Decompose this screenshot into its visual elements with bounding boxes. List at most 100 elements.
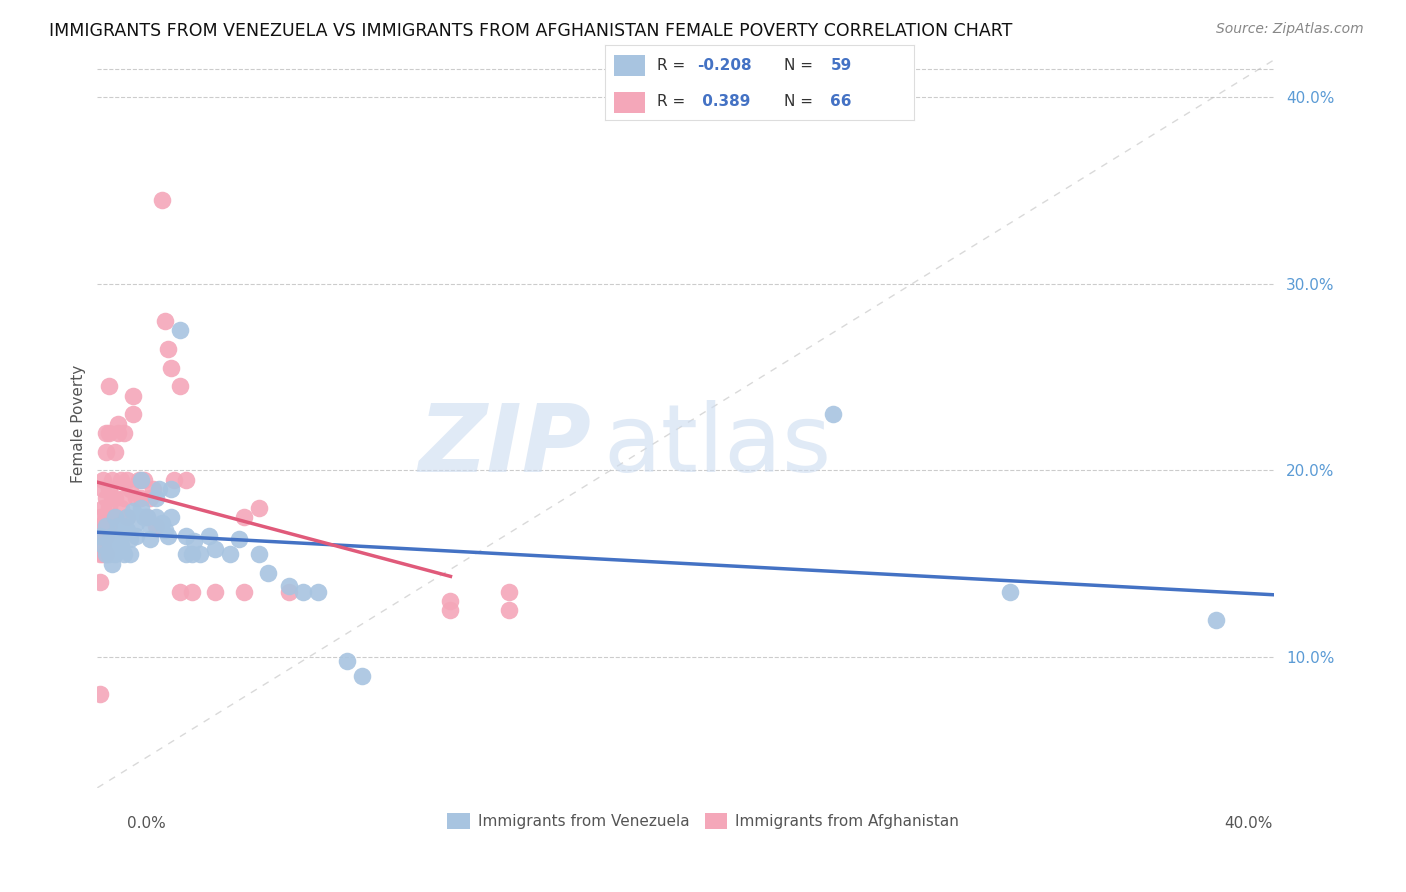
Point	[98, 519, 121, 533]
Point	[101, 541, 124, 556]
Point	[292, 584, 315, 599]
Point	[124, 516, 146, 530]
Point	[91, 538, 114, 552]
Point	[198, 529, 221, 543]
Point	[131, 473, 153, 487]
Point	[145, 519, 167, 533]
Point	[204, 541, 226, 556]
Point	[156, 342, 179, 356]
Point	[174, 529, 197, 543]
Point	[96, 548, 118, 562]
Point	[153, 523, 176, 537]
Point	[112, 425, 135, 440]
Point	[160, 360, 183, 375]
Point	[91, 538, 114, 552]
Text: 66: 66	[831, 94, 852, 109]
Point	[169, 379, 191, 393]
Point	[96, 548, 118, 562]
Point	[107, 425, 129, 440]
Point	[136, 510, 159, 524]
Point	[160, 510, 183, 524]
Point	[107, 519, 129, 533]
Point	[110, 529, 132, 543]
Point	[96, 425, 118, 440]
Text: -0.208: -0.208	[697, 58, 752, 72]
Point	[156, 529, 179, 543]
Point	[131, 491, 153, 506]
Point	[150, 193, 173, 207]
Point	[188, 548, 211, 562]
Point	[439, 594, 461, 608]
Legend: Immigrants from Venezuela, Immigrants from Afghanistan: Immigrants from Venezuela, Immigrants fr…	[441, 807, 965, 835]
Point	[98, 482, 121, 496]
Point	[96, 519, 118, 533]
Point	[91, 500, 114, 515]
Text: ZIP: ZIP	[419, 400, 592, 491]
Text: N =: N =	[785, 58, 818, 72]
Point	[498, 603, 520, 617]
Point	[169, 584, 191, 599]
Point	[89, 538, 111, 552]
Point	[183, 534, 205, 549]
Point	[115, 523, 138, 537]
Text: Source: ZipAtlas.com: Source: ZipAtlas.com	[1216, 22, 1364, 37]
Point	[277, 579, 299, 593]
Point	[112, 491, 135, 506]
Point	[124, 529, 146, 543]
Point	[101, 473, 124, 487]
Point	[821, 408, 844, 422]
Point	[91, 529, 114, 543]
Point	[142, 482, 165, 496]
Point	[233, 584, 256, 599]
Point	[169, 323, 191, 337]
Point	[174, 473, 197, 487]
Point	[112, 548, 135, 562]
Point	[89, 688, 111, 702]
Point	[1205, 613, 1227, 627]
Point	[121, 408, 143, 422]
Text: R =: R =	[657, 94, 690, 109]
Point	[174, 548, 197, 562]
Point	[121, 504, 143, 518]
Point	[107, 417, 129, 431]
Point	[96, 529, 118, 543]
Point	[91, 519, 114, 533]
Point	[104, 444, 127, 458]
Point	[118, 482, 141, 496]
Point	[118, 548, 141, 562]
Point	[96, 444, 118, 458]
Point	[110, 473, 132, 487]
Point	[101, 557, 124, 571]
FancyBboxPatch shape	[614, 92, 645, 112]
Point	[104, 510, 127, 524]
Point	[139, 491, 162, 506]
Point	[115, 510, 138, 524]
Point	[104, 538, 127, 552]
Text: 0.389: 0.389	[697, 94, 751, 109]
Point	[160, 482, 183, 496]
Point	[257, 566, 280, 580]
Point	[139, 519, 162, 533]
FancyBboxPatch shape	[614, 55, 645, 77]
Point	[91, 548, 114, 562]
Point	[134, 510, 156, 524]
Point	[136, 510, 159, 524]
Point	[145, 491, 167, 506]
Point	[121, 389, 143, 403]
Point	[91, 473, 114, 487]
Point	[998, 584, 1021, 599]
Point	[131, 500, 153, 515]
Point	[228, 533, 250, 547]
Point	[104, 548, 127, 562]
Point	[89, 529, 111, 543]
Point	[98, 379, 121, 393]
Point	[352, 669, 374, 683]
Point	[153, 314, 176, 328]
Point	[89, 575, 111, 590]
Point	[148, 482, 170, 496]
Point	[118, 533, 141, 547]
Point	[115, 510, 138, 524]
Point	[336, 654, 359, 668]
Point	[110, 538, 132, 552]
Point	[247, 548, 270, 562]
